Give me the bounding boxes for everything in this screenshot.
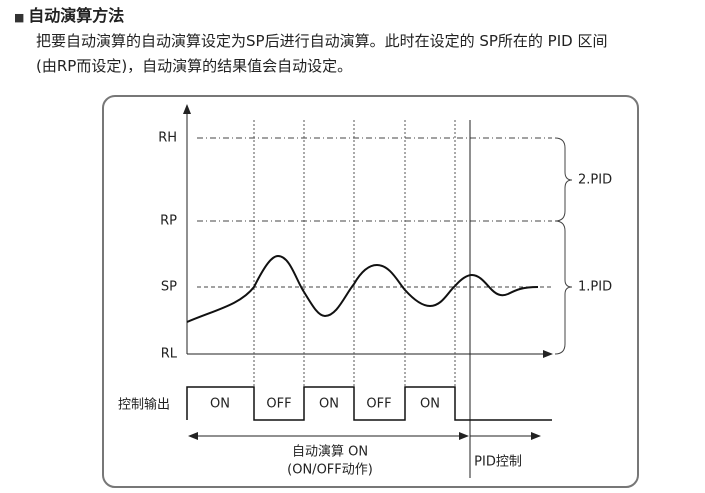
output-label: 控制输出 [118, 397, 170, 413]
process-curve [186, 254, 539, 323]
level-lines [197, 137, 552, 222]
section-title: 自动演算方法 [14, 2, 124, 26]
phase-label: PID控制 [474, 455, 522, 470]
phase-label: (ON/OFF动作) [287, 463, 373, 478]
paragraph-line: (由RP而设定)，自动演算的结果值会自动设定。 [36, 57, 353, 75]
bracket-label: 2.PID [578, 173, 612, 188]
level-label: RL [161, 347, 178, 362]
state-label: ON [420, 397, 440, 412]
state-label: ON [319, 397, 339, 412]
level-label: RH [158, 131, 177, 146]
bracket [554, 137, 573, 222]
bracket [554, 220, 573, 355]
state-label: OFF [366, 397, 391, 412]
state-label: OFF [266, 397, 291, 412]
bracket-label: 1.PID [578, 280, 612, 295]
frame [102, 95, 639, 488]
state-label: ON [210, 397, 230, 412]
level-label: RP [160, 214, 177, 229]
phase-label: 自动演算 ON [292, 444, 368, 460]
level-label: SP [161, 280, 177, 295]
output-pulse [186, 386, 552, 421]
paragraph-line: 把要自动演算的自动演算设定为SP后进行自动演算。此时在设定的 SP所在的 PID… [36, 32, 608, 50]
switch-lines [253, 120, 456, 420]
